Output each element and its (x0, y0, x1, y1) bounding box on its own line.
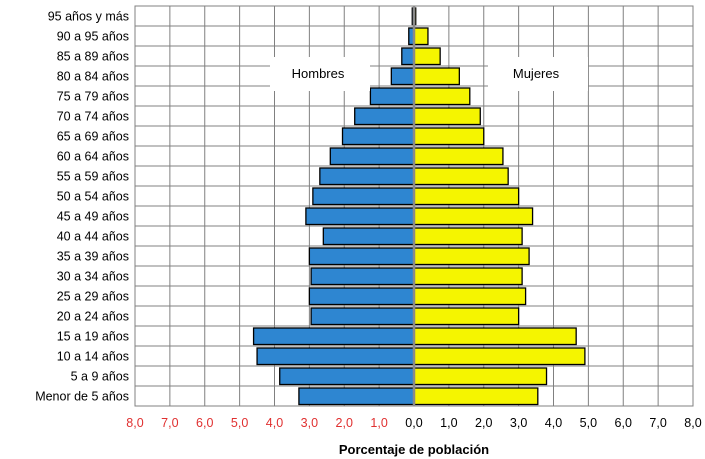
category-label: 15 a 19 años (57, 330, 129, 344)
x-tick-label: 3,0 (301, 416, 318, 430)
bar-mujeres (413, 367, 548, 386)
x-axis-title: Porcentaje de población (339, 442, 489, 457)
legend: Hombres Mujeres (270, 57, 588, 91)
bar-mujeres (413, 127, 485, 146)
x-tick-label: 2,0 (475, 416, 492, 430)
bar-hombres (322, 227, 415, 246)
category-label: 55 a 59 años (57, 170, 129, 184)
legend-box-mujeres (488, 57, 588, 91)
bar-mujeres (413, 107, 481, 126)
bar-mujeres (413, 47, 441, 66)
category-label: 40 a 44 años (57, 230, 129, 244)
category-label: 50 a 54 años (57, 190, 129, 204)
bar-hombres (310, 267, 415, 286)
bar-mujeres (413, 287, 527, 306)
category-label: 70 a 74 años (57, 110, 129, 124)
x-tick-label: 8,0 (684, 416, 701, 430)
category-label: 30 a 34 años (57, 270, 129, 284)
bar-hombres (401, 47, 415, 66)
bar-mujeres (413, 347, 586, 366)
category-label: 80 a 84 años (57, 70, 129, 84)
legend-label-hombres: Hombres (292, 66, 345, 81)
bar-mujeres (413, 227, 523, 246)
bar-hombres (279, 367, 415, 386)
bar-hombres (308, 247, 415, 266)
category-label: Menor de 5 años (35, 390, 129, 404)
category-label: 65 a 69 años (57, 130, 129, 144)
x-tick-label: 7,0 (649, 416, 666, 430)
category-label: 10 a 14 años (57, 350, 129, 364)
x-tick-label: 8,0 (126, 416, 143, 430)
category-label: 95 años y más (48, 10, 129, 24)
bar-hombres (341, 127, 415, 146)
category-labels: 95 años y más 90 a 95 años 85 a 89 años 80 … (35, 10, 129, 404)
bar-hombres (319, 167, 415, 186)
bar-mujeres (413, 167, 509, 186)
x-tick-labels: 8,0 7,0 6,0 5,0 4,0 3,0 2,0 1,0 0,0 1,0 2,0 3,0 4,0 5… (126, 416, 701, 430)
x-tick-label: 2,0 (336, 416, 353, 430)
bar-mujeres (413, 387, 539, 406)
category-label: 45 a 49 años (57, 210, 129, 224)
x-tick-label: 4,0 (545, 416, 562, 430)
bar-mujeres (413, 267, 523, 286)
bar-hombres (369, 87, 415, 106)
legend-label-mujeres: Mujeres (513, 66, 560, 81)
bar-hombres (312, 187, 415, 206)
category-label: 20 a 24 años (57, 310, 129, 324)
bar-hombres (310, 307, 415, 326)
x-tick-label: 3,0 (510, 416, 527, 430)
x-tick-label: 5,0 (231, 416, 248, 430)
bar-mujeres (413, 187, 520, 206)
bar-hombres (256, 347, 415, 366)
x-tick-label: 7,0 (161, 416, 178, 430)
bar-mujeres (413, 87, 471, 106)
bar-hombres (305, 207, 415, 226)
x-tick-label: 1,0 (370, 416, 387, 430)
x-tick-label: 5,0 (580, 416, 597, 430)
bar-hombres (298, 387, 415, 406)
category-label: 85 a 89 años (57, 50, 129, 64)
bar-mujeres (413, 67, 460, 86)
bar-mujeres (413, 247, 530, 266)
bar-mujeres (413, 147, 504, 166)
category-label: 5 a 9 años (71, 370, 129, 384)
category-label: 25 a 29 años (57, 290, 129, 304)
legend-box-hombres (270, 57, 370, 91)
category-label: 60 a 64 años (57, 150, 129, 164)
x-tick-label: 4,0 (266, 416, 283, 430)
x-tick-label: 6,0 (196, 416, 213, 430)
category-label: 90 a 95 años (57, 30, 129, 44)
bar-mujeres (413, 327, 577, 346)
bar-hombres (329, 147, 415, 166)
category-label: 35 a 39 años (57, 250, 129, 264)
bar-hombres (252, 327, 415, 346)
x-tick-label: 6,0 (615, 416, 632, 430)
category-label: 75 a 79 años (57, 90, 129, 104)
bar-hombres (390, 67, 415, 86)
x-tick-label: 1,0 (440, 416, 457, 430)
bar-mujeres (413, 307, 520, 326)
bar-hombres (308, 287, 415, 306)
bar-hombres (354, 107, 415, 126)
bars (252, 6, 586, 406)
x-tick-label: 0,0 (405, 416, 422, 430)
bar-mujeres (413, 207, 534, 226)
bar-mujeres (413, 27, 429, 46)
